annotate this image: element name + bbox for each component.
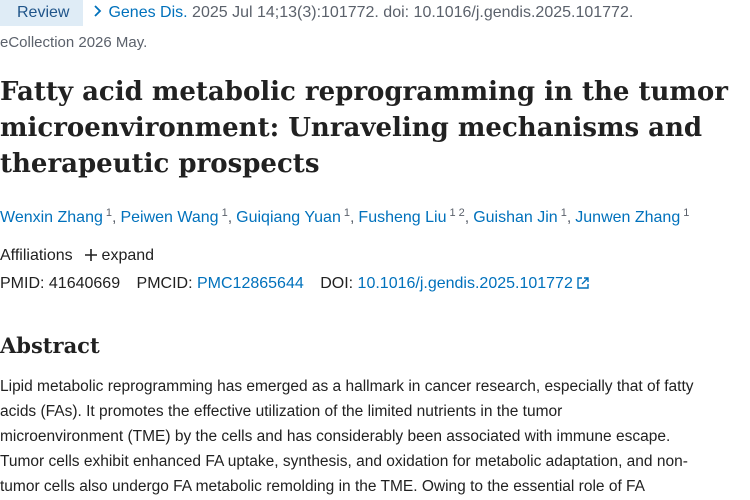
author: Guishan Jin 1 — [473, 207, 567, 226]
author-name[interactable]: Guishan Jin — [473, 209, 558, 226]
separator: , — [112, 209, 117, 226]
expand-button[interactable]: expand — [85, 247, 154, 264]
abstract-line: acids (FAs). It promotes the effective u… — [0, 403, 563, 420]
journal-link[interactable]: Genes Dis. — [108, 4, 188, 21]
author-list: Wenxin Zhang 1, Peiwen Wang 1, Guiqiang Yuan… — [0, 207, 689, 227]
affiliation-number[interactable]: 2 — [458, 207, 465, 219]
identifiers: PMID: 41640669 PMCID: PMC12865644 DOI: 1… — [0, 275, 590, 293]
citation: Genes Dis. 2025 Jul 14;13(3):101772. doi… — [92, 4, 633, 22]
article-title: Fatty acid metabolic reprogramming in th… — [0, 77, 728, 179]
affiliations: Affiliations expand — [0, 247, 154, 265]
abstract-text: Lipid metabolic reprogramming has emerge… — [0, 374, 750, 499]
author-name[interactable]: Fusheng Liu — [358, 209, 447, 226]
separator: , — [566, 209, 572, 226]
pmcid-label: PMCID: — [136, 275, 193, 292]
separator: , — [227, 209, 233, 226]
doi-link[interactable]: 10.1016/j.gendis.2025.101772 — [357, 275, 573, 292]
separator: , — [349, 209, 355, 226]
ecollection: eCollection 2026 May. — [0, 34, 148, 51]
article-type-badge: Review — [0, 0, 84, 26]
affiliation-number[interactable]: 1 — [449, 207, 456, 219]
affiliation-number[interactable]: 1 — [105, 207, 112, 219]
abstract-line: tumor cells also undergo FA metabolic re… — [0, 478, 646, 495]
affiliation-number[interactable]: 1 — [221, 207, 228, 219]
author: Peiwen Wang 1 — [120, 207, 228, 226]
author: Wenxin Zhang 1 — [0, 207, 112, 226]
affiliations-label: Affiliations — [0, 247, 73, 264]
author-name[interactable]: Guiqiang Yuan — [236, 209, 341, 226]
external-link-icon — [577, 277, 590, 289]
doi-label: DOI: — [320, 275, 354, 292]
separator: , — [464, 209, 470, 226]
citation-details: 2025 Jul 14;13(3):101772. doi: 10.1016/j… — [192, 4, 634, 21]
author-name[interactable]: Junwen Zhang — [575, 209, 681, 226]
chevron-icon — [94, 5, 102, 17]
author-name[interactable]: Peiwen Wang — [120, 209, 219, 226]
abstract-line: Tumor cells exhibit enhanced FA uptake, … — [0, 453, 688, 470]
pmid-label: PMID: — [0, 275, 45, 292]
plus-icon — [85, 249, 98, 261]
author: Fusheng Liu 1 2 — [358, 207, 465, 226]
abstract-heading: Abstract — [0, 333, 100, 358]
author-name[interactable]: Wenxin Zhang — [0, 209, 103, 226]
abstract-line: microenvironment (TME) by the cells and … — [0, 428, 671, 445]
expand-label[interactable]: expand — [101, 247, 155, 264]
affiliation-number[interactable]: 1 — [343, 207, 350, 219]
author: Junwen Zhang 1 — [575, 207, 690, 226]
pmid: 41640669 — [48, 275, 121, 292]
author: Guiqiang Yuan 1 — [236, 207, 350, 226]
abstract-line: Lipid metabolic reprogramming has emerge… — [0, 378, 694, 395]
affiliation-number[interactable]: 1 — [560, 207, 567, 219]
pmcid-link[interactable]: PMC12865644 — [197, 275, 304, 292]
affiliation-number[interactable]: 1 — [683, 207, 690, 219]
